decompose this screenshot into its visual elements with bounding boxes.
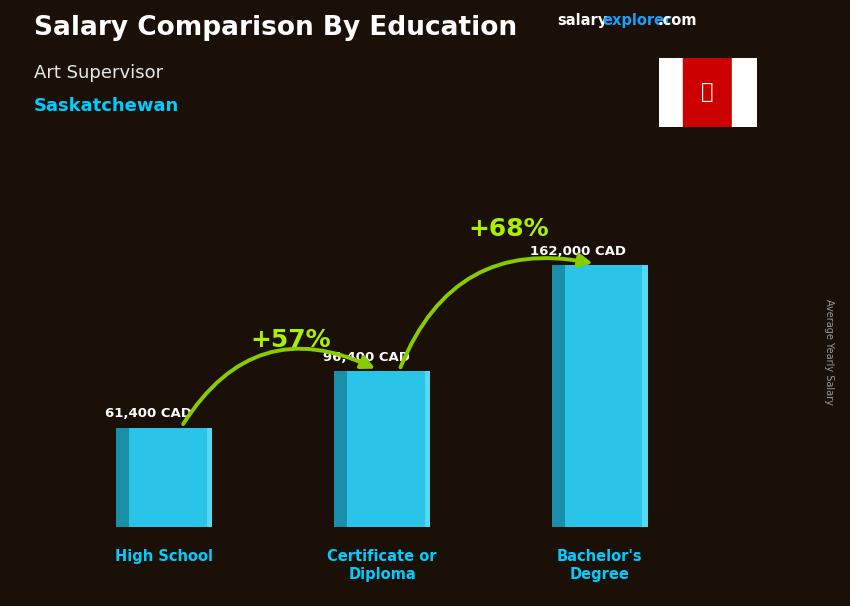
Text: explorer: explorer: [603, 13, 672, 28]
Text: 162,000 CAD: 162,000 CAD: [530, 245, 626, 258]
Bar: [347, 371, 430, 527]
Text: Certificate or
Diploma: Certificate or Diploma: [327, 549, 437, 582]
Text: Saskatchewan: Saskatchewan: [34, 97, 179, 115]
Text: +57%: +57%: [250, 328, 331, 352]
Bar: [207, 428, 212, 527]
Text: High School: High School: [116, 549, 213, 564]
Bar: [565, 265, 648, 527]
Bar: [129, 428, 212, 527]
Text: Art Supervisor: Art Supervisor: [34, 64, 163, 82]
Bar: [424, 371, 430, 527]
Bar: [643, 265, 648, 527]
Text: +68%: +68%: [468, 217, 549, 241]
Text: Salary Comparison By Education: Salary Comparison By Education: [34, 15, 517, 41]
Text: Average Yearly Salary: Average Yearly Salary: [824, 299, 834, 404]
Text: Bachelor's
Degree: Bachelor's Degree: [557, 549, 643, 582]
Text: 61,400 CAD: 61,400 CAD: [105, 407, 192, 420]
Bar: [334, 371, 347, 527]
Bar: [552, 265, 565, 527]
Bar: [683, 58, 732, 127]
Bar: [659, 58, 683, 127]
Bar: [116, 428, 129, 527]
Text: 96,400 CAD: 96,400 CAD: [323, 350, 411, 364]
Bar: [732, 58, 756, 127]
Text: salary: salary: [557, 13, 607, 28]
Text: .com: .com: [657, 13, 696, 28]
Text: 🍁: 🍁: [701, 82, 714, 102]
